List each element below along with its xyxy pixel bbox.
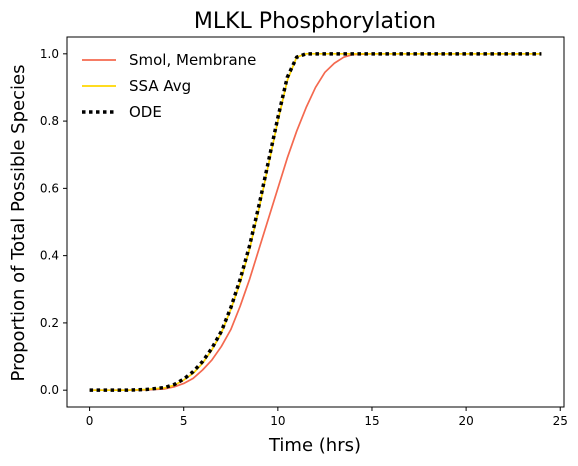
y-tick-label: 0.4 [40, 249, 59, 263]
ticks-layer: 0 5 10 15 20 25 0.0 0.2 0.4 0.6 0.8 1.0 [40, 47, 568, 428]
x-tick-label: 0 [86, 414, 94, 428]
x-tick-label: 10 [270, 414, 285, 428]
legend-label-0: Smol, Membrane [129, 51, 256, 69]
y-axis-label: Proportion of Total Possible Species [8, 65, 29, 382]
x-axis-label: Time (hrs) [268, 435, 361, 456]
y-tick-label: 0.8 [40, 114, 59, 128]
y-tick-label: 1.0 [40, 47, 59, 61]
y-tick-label: 0.0 [40, 383, 59, 397]
x-tick-label: 5 [180, 414, 188, 428]
x-tick-label: 15 [364, 414, 379, 428]
x-tick-label: 25 [553, 414, 568, 428]
x-tick-label: 20 [458, 414, 473, 428]
series-layer [89, 52, 542, 392]
y-tick-label: 0.6 [40, 181, 59, 195]
legend-label-2: ODE [129, 103, 162, 121]
plot-area-frame [66, 36, 565, 408]
series-line-2 [89, 52, 542, 392]
chart-title: MLKL Phosphorylation [194, 9, 436, 34]
legend: Smol, Membrane SSA Avg ODE [82, 51, 256, 121]
legend-label-1: SSA Avg [129, 77, 191, 95]
y-tick-label: 0.2 [40, 316, 59, 330]
